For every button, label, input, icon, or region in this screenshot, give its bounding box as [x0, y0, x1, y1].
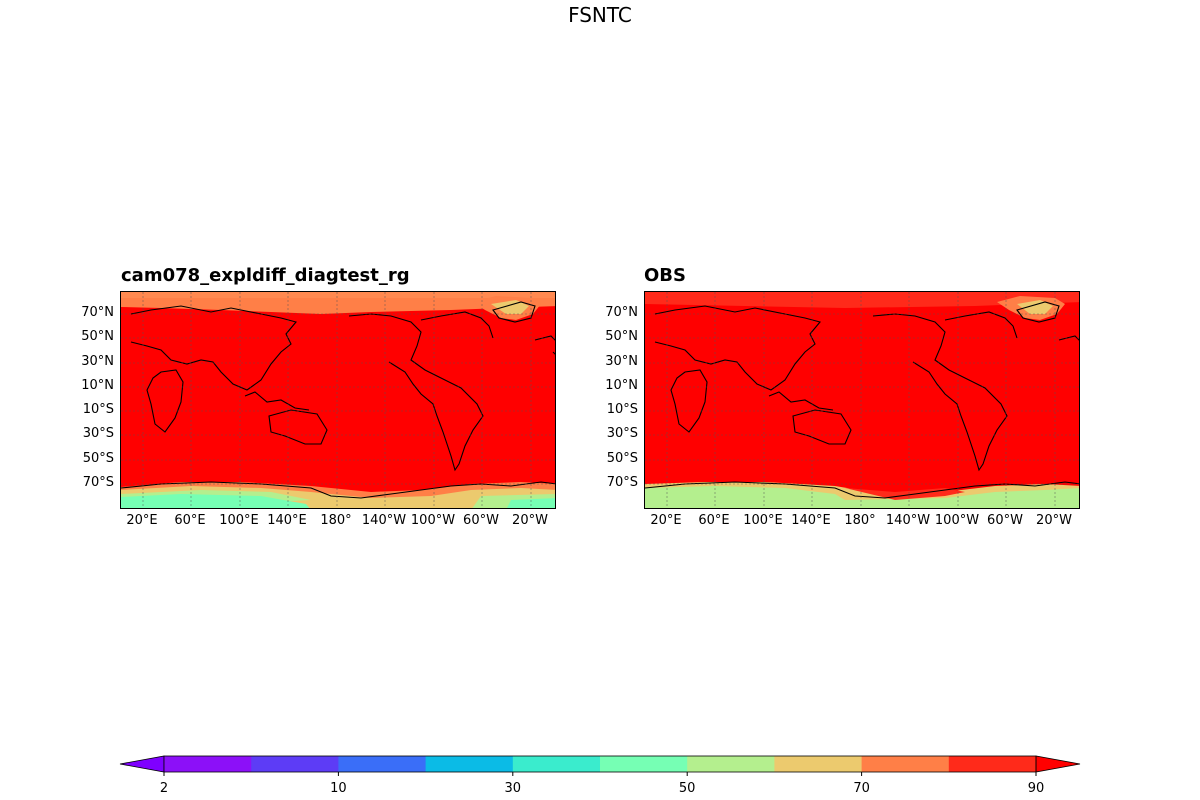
colorbar-segment: [774, 756, 863, 772]
colorbar-segment: [948, 756, 1037, 772]
colorbar-tick-label: 30: [504, 781, 522, 796]
colorbar: [119, 755, 1081, 776]
map-model-canvas: [121, 292, 555, 508]
lat-tick-label: 70°N: [605, 305, 638, 320]
colorbar-tick-label: 50: [678, 781, 696, 796]
lat-tick-label: 30°S: [606, 426, 638, 441]
lat-tick-label: 10°N: [605, 378, 638, 393]
lon-tick-label: 140°W: [361, 513, 407, 528]
map-obs: [644, 291, 1080, 509]
colorbar-segment: [600, 756, 688, 772]
lon-tick-label: 100°E: [743, 513, 783, 528]
lon-tick-label: 180°: [844, 513, 876, 528]
lat-tick-label: 10°S: [606, 402, 638, 417]
lon-tick-label: 60°W: [987, 513, 1023, 528]
lat-tick-label: 10°S: [82, 402, 114, 417]
colorbar-segment: [164, 756, 252, 772]
lon-tick-label: 180°: [320, 513, 352, 528]
colorbar-under-extend: [119, 755, 165, 773]
map-obs-canvas: [645, 292, 1079, 508]
lon-tick-label: 60°W: [463, 513, 499, 528]
lon-tick-label: 100°W: [934, 513, 980, 528]
lon-tick-label: 140°E: [267, 513, 307, 528]
lat-tick-label: 70°N: [81, 305, 114, 320]
lon-tick-label: 20°W: [1036, 513, 1072, 528]
lat-tick-label: 30°S: [82, 426, 114, 441]
colorbar-segment: [687, 756, 775, 772]
colorbar-segment: [338, 756, 427, 772]
lat-tick-label: 70°S: [606, 475, 638, 490]
lon-tick-label: 140°E: [791, 513, 831, 528]
lon-tick-label: 20°W: [512, 513, 548, 528]
colorbar-tick-label: 2: [159, 781, 169, 796]
colorbar-segment: [425, 756, 514, 772]
panel-title-model: cam078_expldiff_diagtest_rg: [121, 265, 410, 286]
lat-tick-label: 30°N: [605, 354, 638, 369]
colorbar-tick-label: 70: [853, 781, 870, 796]
lat-tick-label: 50°S: [606, 451, 638, 466]
lon-tick-label: 100°W: [410, 513, 456, 528]
colorbar-tick-label: 10: [330, 781, 347, 796]
figure-title: FSNTC: [568, 3, 632, 27]
lat-tick-label: 50°N: [605, 329, 638, 344]
lon-tick-label: 60°E: [698, 513, 730, 528]
lon-tick-label: 100°E: [219, 513, 259, 528]
lat-tick-label: 30°N: [81, 354, 114, 369]
lat-tick-label: 70°S: [82, 475, 114, 490]
lon-tick-label: 20°E: [650, 513, 682, 528]
colorbar-frame: [163, 755, 1037, 773]
lat-tick-label: 10°N: [81, 378, 114, 393]
lon-tick-label: 140°W: [885, 513, 931, 528]
colorbar-tick-label: 90: [1027, 781, 1045, 796]
lon-tick-label: 20°E: [126, 513, 158, 528]
colorbar-over-extend: [1035, 755, 1081, 773]
colorbar-segment: [251, 756, 339, 772]
colorbar-segment: [861, 756, 950, 772]
map-model: [120, 291, 556, 509]
lat-tick-label: 50°S: [82, 451, 114, 466]
lon-tick-label: 60°E: [174, 513, 206, 528]
colorbar-segment: [512, 756, 601, 772]
panel-title-obs: OBS: [644, 265, 686, 286]
lat-tick-label: 50°N: [81, 329, 114, 344]
